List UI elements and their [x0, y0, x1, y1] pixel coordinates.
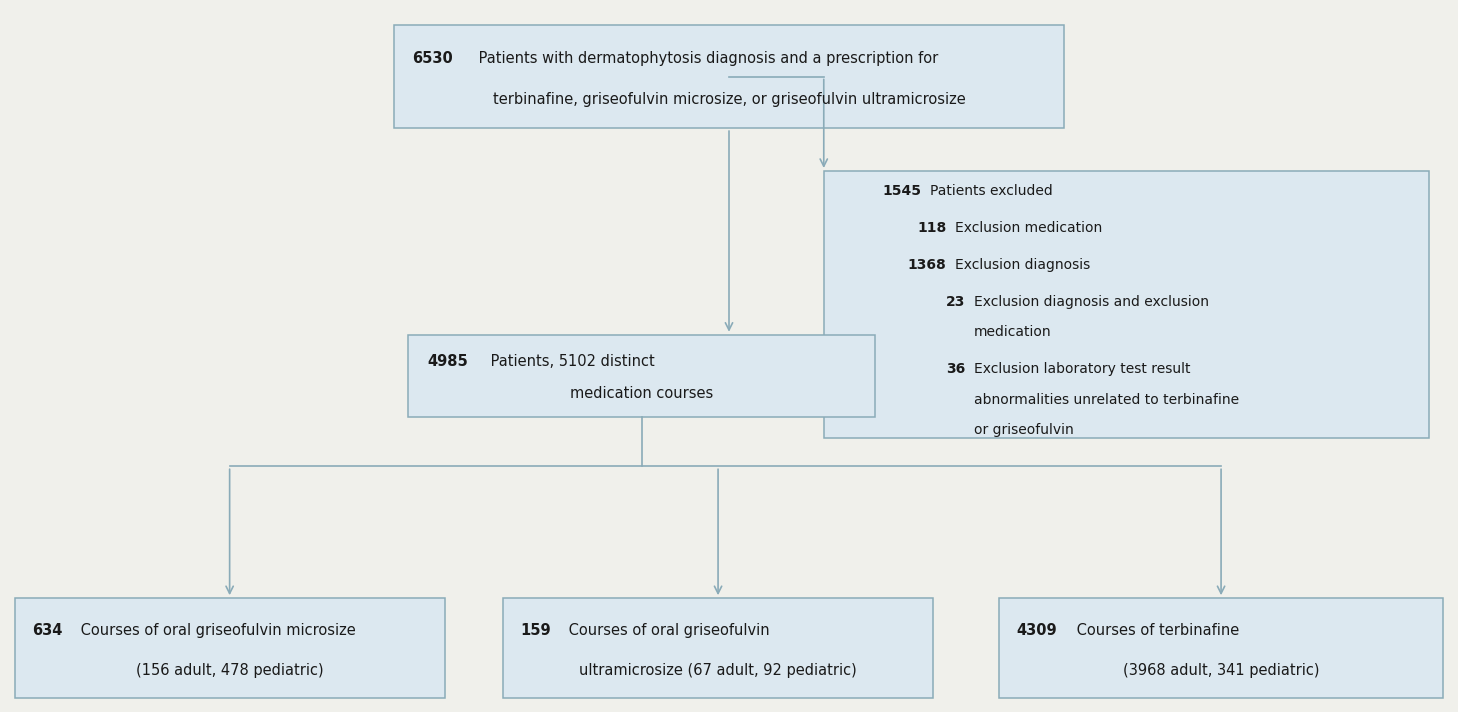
Text: 6530: 6530	[413, 51, 453, 66]
FancyBboxPatch shape	[394, 25, 1064, 128]
Text: 1545: 1545	[882, 184, 921, 198]
Text: terbinafine, griseofulvin microsize, or griseofulvin ultramicrosize: terbinafine, griseofulvin microsize, or …	[493, 92, 965, 107]
Text: 159: 159	[521, 624, 551, 639]
Text: Patients excluded: Patients excluded	[930, 184, 1053, 198]
Text: or griseofulvin: or griseofulvin	[974, 423, 1073, 437]
Text: Exclusion medication: Exclusion medication	[955, 221, 1102, 235]
Text: Patients, 5102 distinct: Patients, 5102 distinct	[486, 354, 655, 369]
FancyBboxPatch shape	[15, 598, 445, 698]
Text: 23: 23	[946, 295, 965, 309]
Text: Exclusion laboratory test result: Exclusion laboratory test result	[974, 362, 1190, 376]
Text: Exclusion diagnosis and exclusion: Exclusion diagnosis and exclusion	[974, 295, 1209, 309]
Text: Exclusion diagnosis: Exclusion diagnosis	[955, 258, 1091, 272]
Text: 634: 634	[32, 624, 63, 639]
Text: 4309: 4309	[1016, 624, 1057, 639]
Text: Courses of terbinafine: Courses of terbinafine	[1072, 624, 1239, 639]
FancyBboxPatch shape	[824, 171, 1429, 438]
FancyBboxPatch shape	[408, 335, 875, 417]
Text: medication courses: medication courses	[570, 386, 713, 401]
FancyBboxPatch shape	[503, 598, 933, 698]
Text: (3968 adult, 341 pediatric): (3968 adult, 341 pediatric)	[1123, 664, 1319, 679]
Text: 36: 36	[946, 362, 965, 376]
Text: medication: medication	[974, 325, 1051, 339]
Text: Patients with dermatophytosis diagnosis and a prescription for: Patients with dermatophytosis diagnosis …	[474, 51, 937, 66]
Text: (156 adult, 478 pediatric): (156 adult, 478 pediatric)	[136, 664, 324, 679]
Text: ultramicrosize (67 adult, 92 pediatric): ultramicrosize (67 adult, 92 pediatric)	[579, 664, 857, 679]
FancyBboxPatch shape	[999, 598, 1443, 698]
Text: 118: 118	[917, 221, 946, 235]
Text: Courses of oral griseofulvin: Courses of oral griseofulvin	[564, 624, 770, 639]
Text: 1368: 1368	[907, 258, 946, 272]
Text: 4985: 4985	[427, 354, 468, 369]
Text: Courses of oral griseofulvin microsize: Courses of oral griseofulvin microsize	[76, 624, 356, 639]
Text: abnormalities unrelated to terbinafine: abnormalities unrelated to terbinafine	[974, 392, 1239, 407]
